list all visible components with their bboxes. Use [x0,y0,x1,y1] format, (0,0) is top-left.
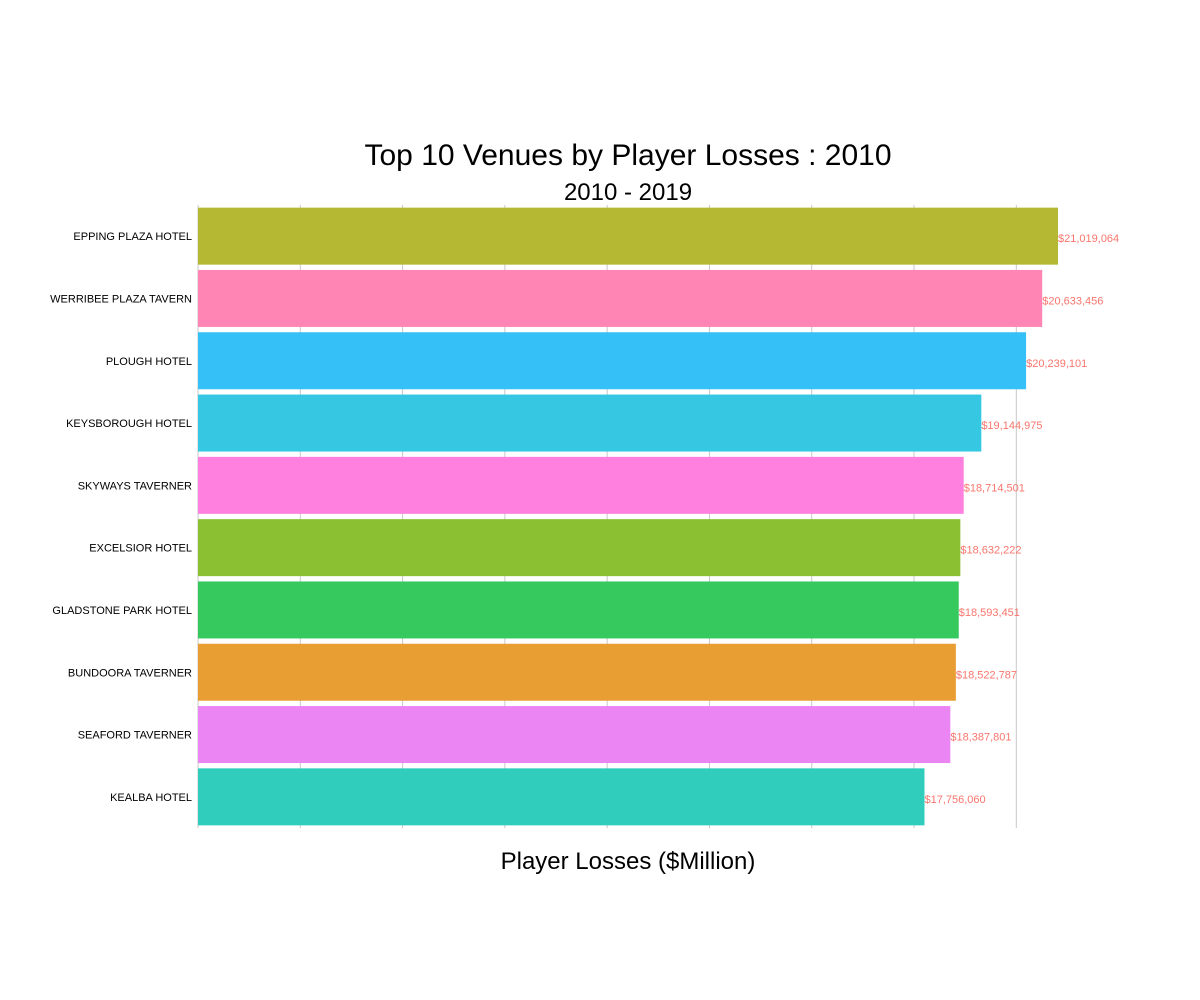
bar [198,207,1058,265]
value-label: $18,632,222 [960,545,1021,557]
bars [198,207,1058,826]
category-label: SEAFORD TAVERNER [78,730,192,742]
value-label: $18,522,787 [956,669,1017,681]
value-label: $18,593,451 [959,607,1020,619]
value-labels: $21,019,064 $20,633,456 $20,239,101 $19,144… [924,233,1119,806]
x-axis-title: Player Losses ($Million) [501,848,756,875]
category-label: KEYSBOROUGH HOTEL [66,418,192,430]
bar [198,768,925,826]
value-label: $20,633,456 [1042,295,1103,307]
category-labels: EPPING PLAZA HOTEL WERRIBEE PLAZA TAVERN P… [50,231,192,804]
category-label: KEALBA HOTEL [110,792,192,804]
bar [198,456,964,514]
value-label: $18,387,801 [950,732,1011,744]
value-label: $17,756,060 [924,794,985,806]
chart-subtitle: 2010 - 2019 [564,179,692,206]
category-label: PLOUGH HOTEL [106,356,192,368]
value-label: $19,144,975 [981,420,1042,432]
category-label: WERRIBEE PLAZA TAVERN [50,293,192,305]
bar [198,706,951,764]
value-label: $18,714,501 [964,482,1025,494]
value-label: $20,239,101 [1026,358,1087,370]
bar [198,269,1043,327]
bar [198,394,982,452]
bar [198,519,961,577]
category-label: SKYWAYS TAVERNER [78,480,192,492]
category-label: GLADSTONE PARK HOTEL [52,605,192,617]
bar [198,581,959,639]
category-label: EPPING PLAZA HOTEL [73,231,192,243]
bar [198,332,1027,390]
category-label: BUNDOORA TAVERNER [68,667,192,679]
value-label: $21,019,064 [1058,233,1119,245]
chart-title: Top 10 Venues by Player Losses : 2010 [364,139,891,172]
category-label: EXCELSIOR HOTEL [89,543,192,555]
bar [198,643,956,701]
